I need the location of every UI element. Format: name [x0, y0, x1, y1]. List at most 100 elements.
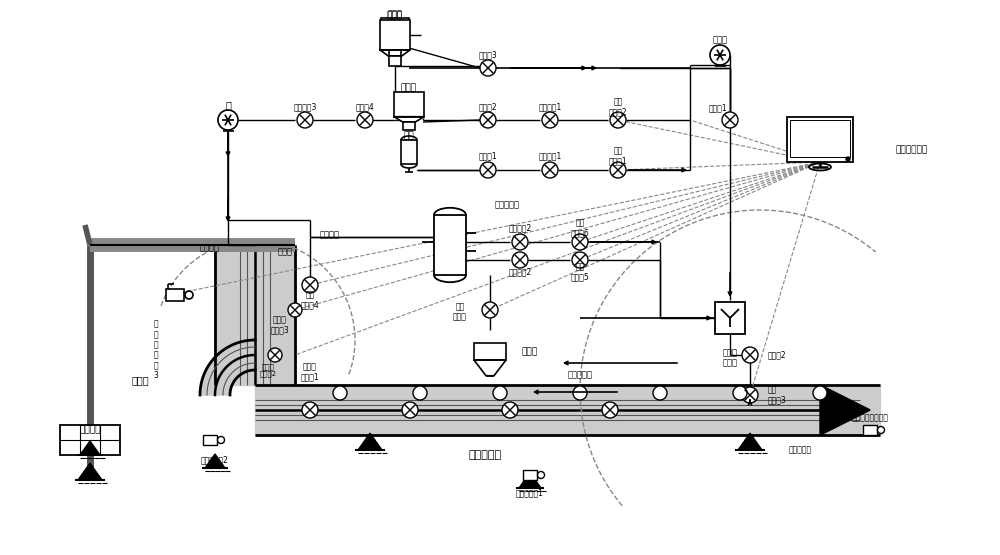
Text: 高速摄像机1: 高速摄像机1 [516, 488, 544, 497]
Text: 密封圈: 密封圈 [278, 248, 292, 256]
Text: 储液罐: 储液罐 [401, 83, 417, 93]
Text: 井筒监测系统: 井筒监测系统 [895, 145, 927, 154]
Polygon shape [738, 433, 762, 450]
Circle shape [878, 426, 885, 433]
Text: 升降台: 升降台 [131, 375, 149, 385]
Circle shape [302, 402, 318, 418]
Text: 温压
传感器1: 温压 传感器1 [609, 147, 627, 166]
Circle shape [813, 386, 827, 400]
Text: 温压
传感器4: 温压 传感器4 [301, 290, 319, 310]
Text: 液流量计2: 液流量计2 [508, 224, 532, 233]
Circle shape [542, 112, 558, 128]
Text: 高速摄像机2: 高速摄像机2 [201, 456, 229, 465]
Bar [381, 18, 409, 43]
Text: 控制阀1: 控制阀1 [709, 103, 727, 113]
Circle shape [480, 60, 496, 76]
Polygon shape [381, 43, 409, 48]
Circle shape [846, 157, 850, 161]
Circle shape [218, 436, 224, 443]
Polygon shape [474, 360, 506, 376]
Polygon shape [200, 340, 255, 395]
Circle shape [610, 162, 626, 178]
Circle shape [512, 252, 528, 268]
Circle shape [512, 234, 528, 250]
Circle shape [572, 234, 588, 250]
Text: 三相流
检测器2: 三相流 检测器2 [259, 363, 277, 377]
Text: 固定设备: 固定设备 [200, 244, 220, 253]
Text: 温压
传感器2: 温压 传感器2 [609, 97, 627, 117]
Text: 单向阀3: 单向阀3 [479, 51, 497, 59]
Circle shape [297, 112, 313, 128]
Circle shape [480, 112, 496, 128]
Circle shape [602, 402, 618, 418]
Text: 高
速
摄
像
机
3: 高 速 摄 像 机 3 [154, 320, 158, 381]
Polygon shape [358, 433, 382, 450]
Polygon shape [519, 473, 541, 488]
Circle shape [610, 112, 626, 128]
Bar [60, 425, 120, 455]
Polygon shape [205, 454, 225, 468]
Text: 单向阀2: 单向阀2 [479, 103, 497, 112]
Bar [166, 289, 184, 301]
Polygon shape [394, 117, 424, 122]
Text: 电动旋转头: 电动旋转头 [788, 446, 812, 455]
Circle shape [413, 386, 427, 400]
Circle shape [268, 348, 282, 362]
Bar [389, 48, 401, 56]
Text: 连续油管: 连续油管 [320, 230, 340, 240]
Text: 温压
传感器3: 温压 传感器3 [768, 385, 787, 405]
Circle shape [572, 252, 588, 268]
Text: 移动式高速摄像机: 移动式高速摄像机 [852, 413, 889, 422]
Bar [787, 117, 853, 162]
Circle shape [573, 386, 587, 400]
Circle shape [493, 386, 507, 400]
Text: 沉砂罐: 沉砂罐 [522, 347, 538, 356]
Text: 多点注入口: 多点注入口 [568, 371, 592, 380]
Polygon shape [820, 385, 870, 435]
Bar [394, 92, 424, 117]
Bar [715, 302, 745, 334]
Text: 气流量计1: 气流量计1 [538, 152, 562, 160]
Circle shape [333, 386, 347, 400]
Circle shape [742, 347, 758, 363]
Circle shape [482, 302, 498, 318]
Text: 单向阀1: 单向阀1 [479, 152, 497, 160]
Polygon shape [80, 441, 100, 455]
Text: 重力
传感器: 重力 传感器 [453, 302, 467, 322]
Circle shape [653, 386, 667, 400]
Text: 控制阀2: 控制阀2 [768, 351, 787, 360]
Circle shape [402, 402, 418, 418]
Circle shape [480, 162, 496, 178]
Text: 加砂罐: 加砂罐 [388, 9, 402, 18]
Text: 泵: 泵 [225, 100, 231, 110]
Polygon shape [380, 50, 410, 57]
Circle shape [538, 472, 544, 478]
Text: 温压
传感器5: 温压 传感器5 [571, 263, 589, 282]
Bar [523, 470, 537, 480]
Polygon shape [78, 463, 102, 480]
Circle shape [288, 303, 302, 317]
Bar [380, 20, 410, 50]
Text: 三相分离器: 三相分离器 [495, 200, 520, 209]
Text: 气液固
混合器: 气液固 混合器 [722, 349, 738, 368]
Circle shape [542, 162, 558, 178]
Bar [401, 140, 417, 164]
Bar [790, 120, 850, 157]
Text: 温压
传感器6: 温压 传感器6 [571, 218, 589, 238]
Bar [403, 122, 415, 130]
Circle shape [733, 386, 747, 400]
Bar [203, 435, 217, 445]
Text: 驱动电机: 驱动电机 [79, 426, 101, 435]
Circle shape [502, 402, 518, 418]
Bar [863, 425, 877, 435]
Circle shape [742, 387, 758, 403]
Circle shape [710, 45, 730, 65]
Circle shape [218, 110, 238, 130]
Circle shape [185, 291, 193, 299]
Text: 三相流
检测器1: 三相流 检测器1 [301, 362, 319, 382]
Circle shape [357, 112, 373, 128]
Text: 泥浆泵: 泥浆泵 [712, 36, 728, 44]
Bar [434, 215, 466, 275]
Polygon shape [255, 385, 880, 435]
Text: 液流量计3: 液流量计3 [293, 103, 317, 112]
